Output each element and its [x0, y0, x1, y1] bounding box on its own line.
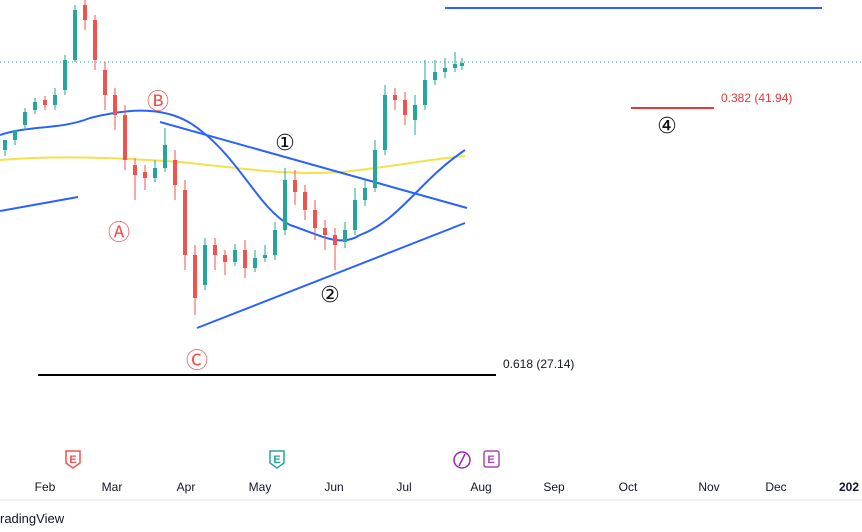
wave-label: ②	[320, 283, 340, 308]
event-icon[interactable]	[269, 450, 285, 469]
trend-line	[159, 121, 468, 209]
event-label[interactable]: E	[273, 454, 280, 466]
time-label: Aug	[470, 480, 491, 494]
correction-label: Ⓑ	[147, 90, 169, 115]
trend-line	[0, 196, 79, 212]
time-label: May	[249, 480, 272, 494]
moving-average-blue	[0, 109, 466, 242]
moving-average-yellow	[0, 155, 466, 174]
event-label[interactable]: E	[69, 454, 76, 466]
candle-bodies-down	[43, 5, 407, 298]
fib-label: 0.382 (41.94)	[721, 91, 792, 105]
fib-label: 0.618 (27.14)	[503, 357, 574, 371]
time-label: Mar	[102, 480, 123, 494]
time-label: Jun	[324, 480, 343, 494]
correction-label: Ⓒ	[186, 349, 208, 374]
time-label: Apr	[177, 480, 196, 494]
wave-label: ①	[275, 131, 295, 156]
correction-label: Ⓐ	[108, 221, 130, 246]
time-label: 202	[839, 480, 859, 494]
time-label: Sep	[543, 480, 565, 494]
split-icon[interactable]	[453, 451, 471, 469]
trend-line	[196, 222, 466, 329]
time-label: Oct	[619, 480, 638, 494]
time-label: Feb	[35, 480, 56, 494]
time-label: Dec	[765, 480, 786, 494]
wave-label: ④	[657, 114, 677, 139]
event-label[interactable]: E	[487, 454, 494, 466]
footer-brand: radingView	[0, 511, 65, 526]
event-icon[interactable]	[483, 450, 500, 468]
event-icon[interactable]	[65, 450, 81, 469]
time-label: Jul	[396, 480, 411, 494]
split-icon-slash	[458, 453, 466, 467]
time-label: Nov	[698, 480, 719, 494]
